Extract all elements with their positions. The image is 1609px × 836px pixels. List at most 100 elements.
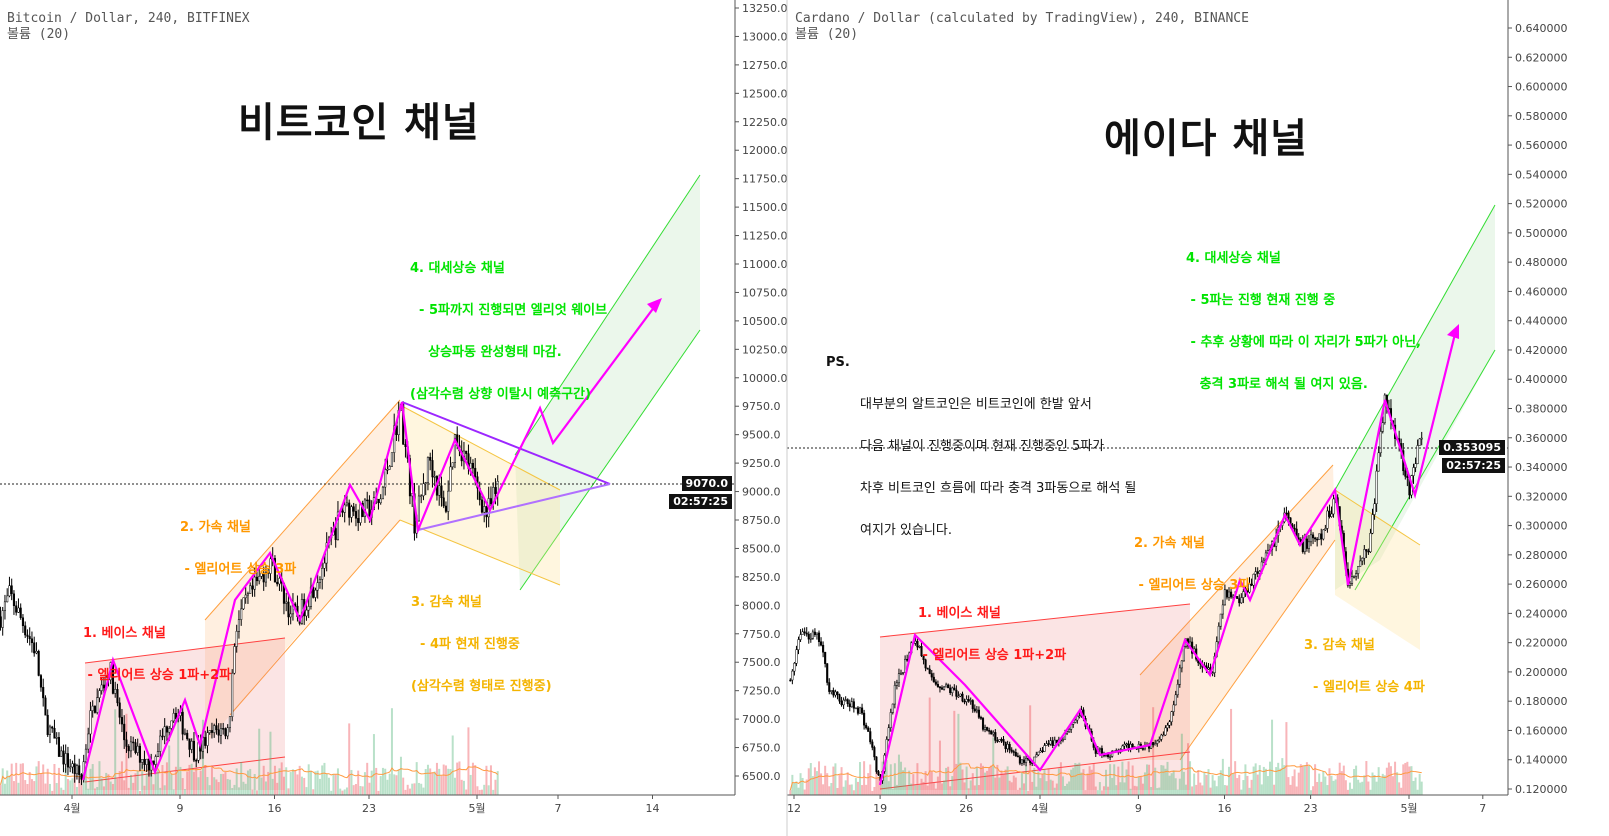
candle-body: [273, 558, 276, 583]
candle-body: [170, 720, 173, 729]
price-tick-label: 0.360000: [1515, 432, 1568, 445]
candle-body: [60, 750, 63, 757]
candle-body: [936, 684, 939, 688]
volume-bar: [361, 786, 364, 795]
candle-body: [1316, 538, 1319, 541]
candle-body: [832, 690, 835, 696]
volume-bar: [1275, 767, 1278, 795]
time-tick-label: 23: [1304, 802, 1318, 815]
volume-bar: [48, 783, 51, 795]
candle-body: [1123, 744, 1126, 747]
btc-base-channel-lower[interactable]: [84, 756, 286, 783]
ada-price-axis[interactable]: 0.120000 0.140000 0.160000 0.180000 0.200000…: [1507, 0, 1609, 796]
btc-time-axis[interactable]: 4월 9 16 23 5월 7 14: [0, 794, 787, 836]
btc-decel-channel-lower[interactable]: [399, 519, 561, 586]
volume-bar: [127, 787, 130, 795]
volume-bar: [46, 768, 49, 795]
volume-bar: [1277, 762, 1280, 795]
candle-body: [208, 730, 211, 733]
btc-accel-channel-lower[interactable]: [229, 519, 401, 716]
volume-bar: [303, 777, 306, 795]
candle-body: [1303, 538, 1306, 552]
btc-decel-channel-upper[interactable]: [399, 404, 561, 491]
candle-body: [867, 727, 870, 732]
candle-body: [219, 728, 222, 736]
candle-body: [1072, 722, 1075, 725]
ada-base-channel-lower[interactable]: [879, 751, 1191, 790]
volume-bar: [152, 784, 155, 795]
volume-bar: [947, 766, 950, 795]
candle-body: [943, 686, 946, 690]
volume-bar: [1271, 719, 1274, 795]
candle-body: [828, 682, 831, 692]
time-tick-label: 16: [268, 802, 282, 815]
volume-bar: [1303, 765, 1306, 795]
note-line: - 엘리어트 상승 1파+2파: [918, 648, 1067, 663]
candle-body: [489, 498, 492, 505]
volume-bar: [327, 777, 330, 795]
ada-time-axis[interactable]: 12 19 26 4월 9 16 23 5월 7: [787, 794, 1609, 836]
volume-bar: [1117, 766, 1120, 795]
candle-body: [1246, 588, 1249, 593]
volume-bar: [938, 740, 941, 795]
candle-body: [420, 495, 423, 498]
candle-body: [21, 617, 24, 627]
btc-base-channel-upper[interactable]: [84, 637, 286, 664]
volume-bar: [433, 771, 436, 795]
volume-bar: [118, 771, 121, 795]
btc-accel-channel-upper[interactable]: [204, 399, 401, 621]
candle-body: [474, 467, 477, 477]
candle-body: [123, 723, 126, 741]
volume-bar: [852, 790, 855, 795]
volume-bar: [231, 788, 234, 795]
btc-wave-path[interactable]: [81, 301, 659, 781]
volume-bar: [278, 768, 281, 795]
volume-bar: [471, 762, 474, 795]
candle-body: [240, 608, 243, 620]
candle-body: [433, 476, 436, 478]
volume-bar: [1156, 788, 1159, 795]
volume-bar: [1043, 769, 1046, 795]
volume-bar: [1314, 764, 1317, 795]
ada-major-channel-lower[interactable]: [1354, 349, 1496, 591]
volume-bar: [1240, 789, 1243, 795]
ps-label: PS.: [826, 355, 850, 370]
ada-decel-channel-upper[interactable]: [1334, 489, 1421, 546]
volume-bar: [71, 778, 74, 795]
ada-accel-channel-upper[interactable]: [1139, 464, 1334, 676]
volume-bar: [811, 776, 814, 795]
volume-bar: [1020, 772, 1023, 795]
volume-bar: [397, 769, 400, 795]
volume-bar: [415, 762, 418, 795]
ada-wave-path[interactable]: [878, 329, 1458, 786]
candle-body: [305, 609, 308, 617]
volume-bar: [1049, 779, 1052, 795]
volume-bar: [951, 776, 954, 795]
btc-triangle-upper[interactable]: [401, 401, 611, 485]
btc-price-axis[interactable]: 6500.0 6750.0 7000.0 7250.0 7500.0 7750.0 8000…: [734, 0, 788, 796]
price-tick-label: 0.380000: [1515, 403, 1568, 416]
volume-bar: [156, 770, 159, 795]
candle-body: [388, 466, 391, 470]
volume-bar: [920, 778, 923, 795]
candle-body: [24, 625, 27, 636]
candle-body: [6, 595, 9, 603]
volume-bar: [116, 778, 119, 795]
volume-bar: [1355, 765, 1358, 795]
candle-body: [316, 582, 319, 591]
volume-bar: [877, 776, 880, 795]
candle-body: [91, 705, 94, 711]
btc-major-channel-upper[interactable]: [514, 174, 701, 456]
ada-major-channel-upper[interactable]: [1334, 204, 1496, 491]
candle-body: [1238, 598, 1241, 604]
ada-accel-channel-lower[interactable]: [1179, 539, 1336, 761]
volume-bar: [426, 764, 429, 795]
candle-body: [485, 506, 488, 518]
btc-major-channel-lower[interactable]: [519, 329, 701, 591]
btc-triangle-lower[interactable]: [417, 483, 611, 531]
volume-bar: [420, 783, 423, 795]
candle-body: [1152, 742, 1155, 746]
ada-base-channel-upper[interactable]: [879, 603, 1191, 638]
volume-bar: [429, 768, 432, 795]
